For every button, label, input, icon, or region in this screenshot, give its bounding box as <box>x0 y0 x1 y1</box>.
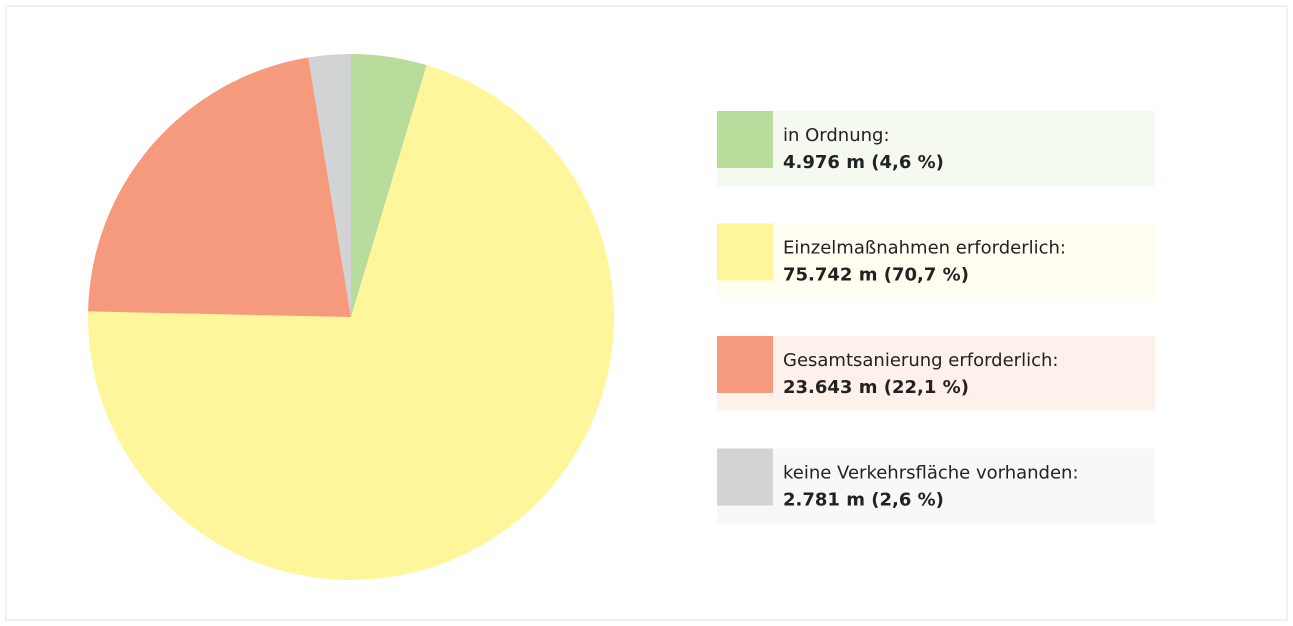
pie-slice <box>351 54 427 317</box>
legend-background <box>717 111 1155 186</box>
legend-value: 2.781 m (2,6 %) <box>783 490 944 511</box>
legend-value: 23.643 m (22,1 %) <box>783 377 969 398</box>
pie-slice <box>308 54 351 317</box>
legend-swatch <box>717 336 773 393</box>
legend-value: 75.742 m (70,7 %) <box>783 265 969 286</box>
legend-value: 4.976 m (4,6 %) <box>783 152 944 173</box>
legend-label: Gesamtsanierung erforderlich: <box>783 350 1058 371</box>
legend-label: keine Verkehrsfläche vorhanden: <box>783 463 1079 484</box>
legend-background <box>717 448 1155 524</box>
legend-label: Einzelmaßnahmen erforderlich: <box>783 238 1066 259</box>
legend-swatch <box>717 223 773 281</box>
legend-background <box>717 336 1155 411</box>
pie-slice <box>88 57 352 317</box>
pie-slice <box>87 65 615 581</box>
legend-background <box>717 223 1155 299</box>
legend-swatch <box>717 448 773 506</box>
legend-label: in Ordnung: <box>783 125 890 146</box>
legend-swatch <box>717 111 773 168</box>
